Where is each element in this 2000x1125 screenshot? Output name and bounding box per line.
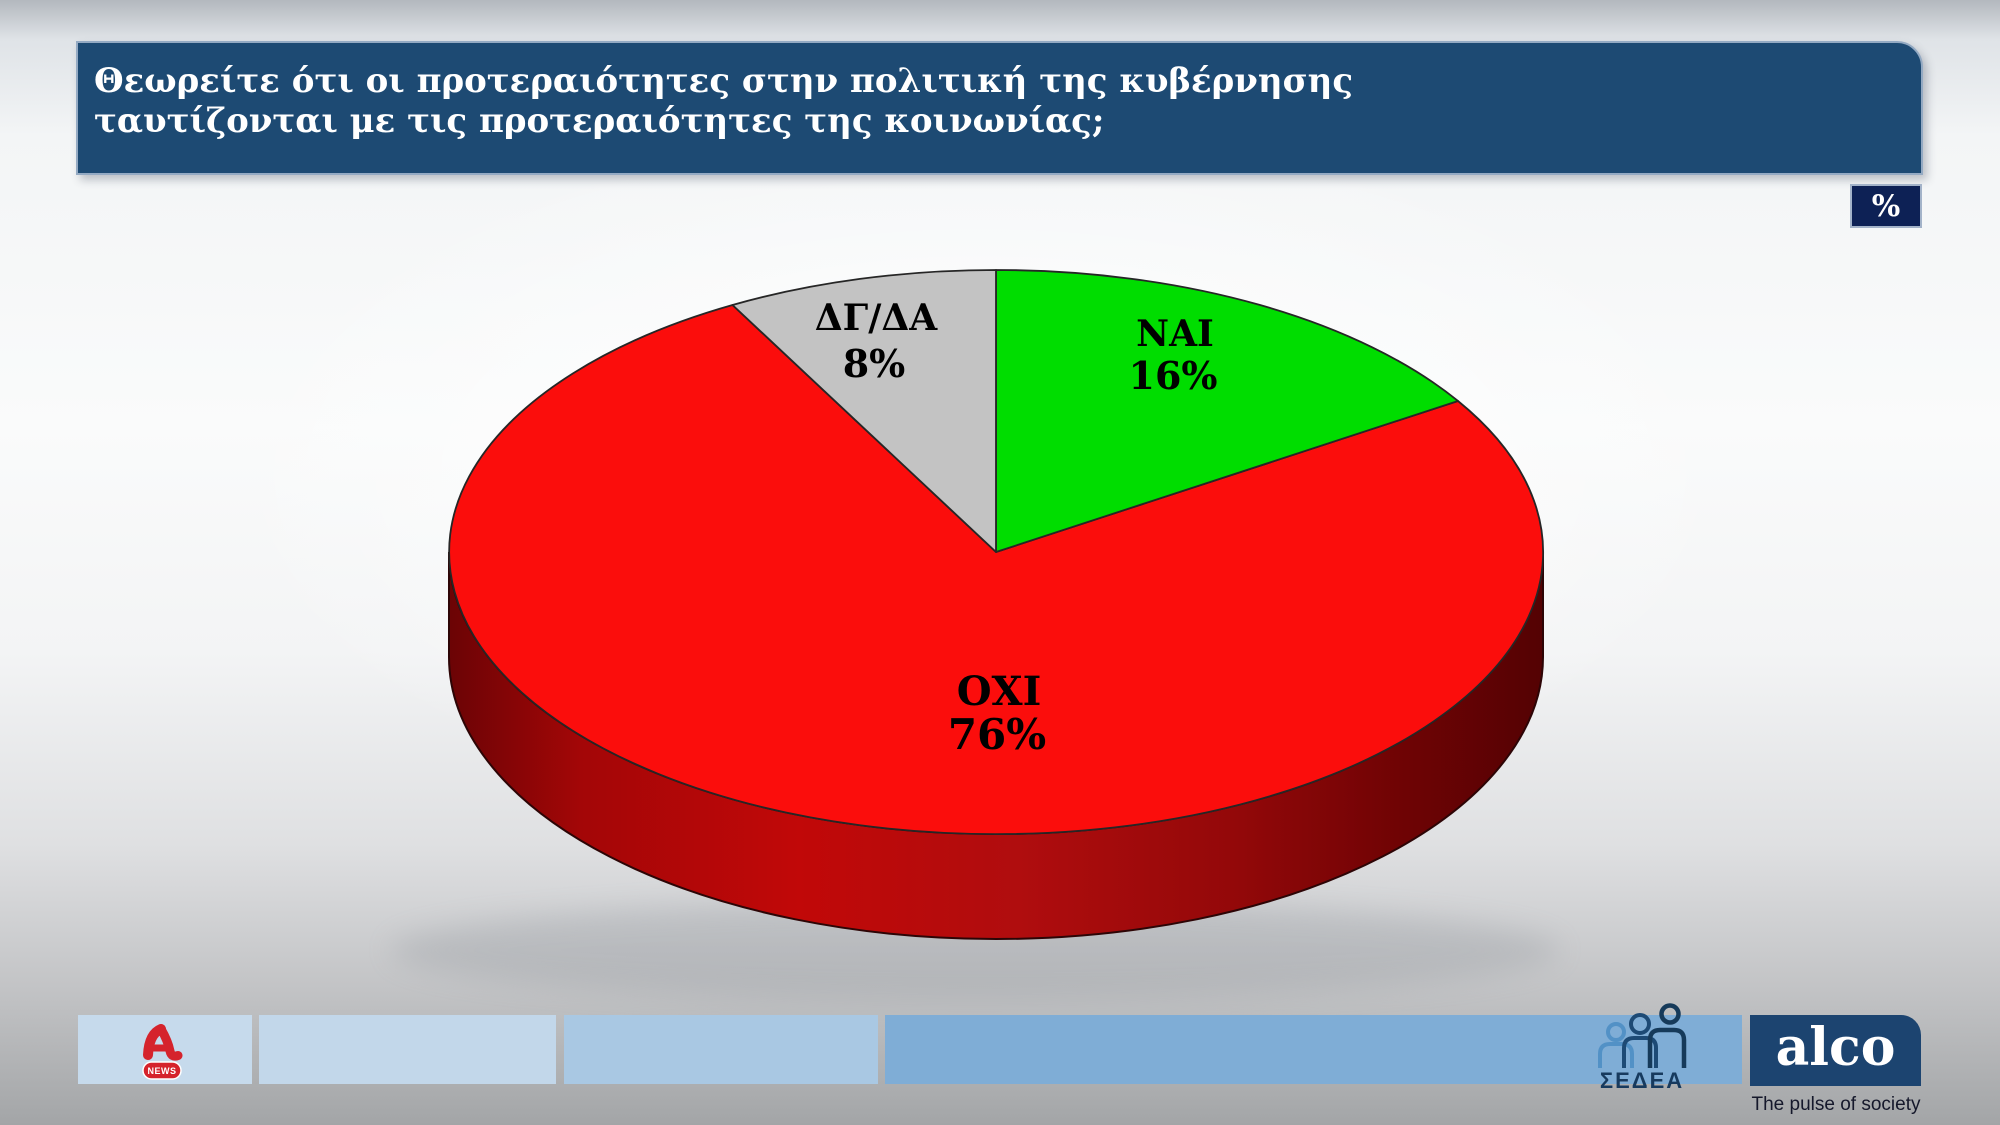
label-nai: ΝΑΙ (1136, 313, 1214, 355)
footer-segment-3 (564, 1015, 878, 1084)
sedea-people-icon (1598, 1003, 1687, 1068)
label-oxi-pct: 76% (948, 710, 1046, 759)
pie-shadow (390, 900, 1560, 1000)
label-dgda-pct: 8% (843, 341, 906, 386)
label-nai-pct: 16% (1129, 353, 1218, 398)
title-banner: Θεωρείτε ότι οι προτεραιότητες στην πολι… (76, 41, 1923, 175)
slice-oxi (448, 304, 1545, 835)
slice-dgda (731, 269, 997, 553)
slice-nai (995, 269, 1459, 553)
alco-tagline: The pulse of society (1751, 1094, 1921, 1115)
page-title: Θεωρείτε ότι οι προτεραιότητες στην πολι… (94, 61, 1353, 141)
label-dgda: ΔΓ/ΔΑ (815, 297, 939, 339)
alpha-news-logo: NEWS (142, 1024, 183, 1080)
footer-segment-2 (259, 1015, 556, 1084)
alpha-news-label: NEWS (148, 1066, 177, 1076)
alpha-news-pill: NEWS (142, 1061, 182, 1080)
alco-wordmark: alco (1775, 1016, 1896, 1078)
title-line-1: Θεωρείτε ότι οι προτεραιότητες στην πολι… (94, 61, 1354, 101)
title-line-2: ταυτίζονται με τις προτεραιότητες της κο… (94, 101, 1105, 141)
percent-unit-label: % (1871, 188, 1901, 224)
label-oxi: ΟΧΙ (957, 668, 1042, 715)
sedea-label: ΣΕΔΕΑ (1599, 1068, 1685, 1093)
alco-logo: alco (1750, 1015, 1921, 1086)
alpha-a-icon (143, 1024, 183, 1061)
percent-unit-badge: % (1850, 184, 1922, 228)
